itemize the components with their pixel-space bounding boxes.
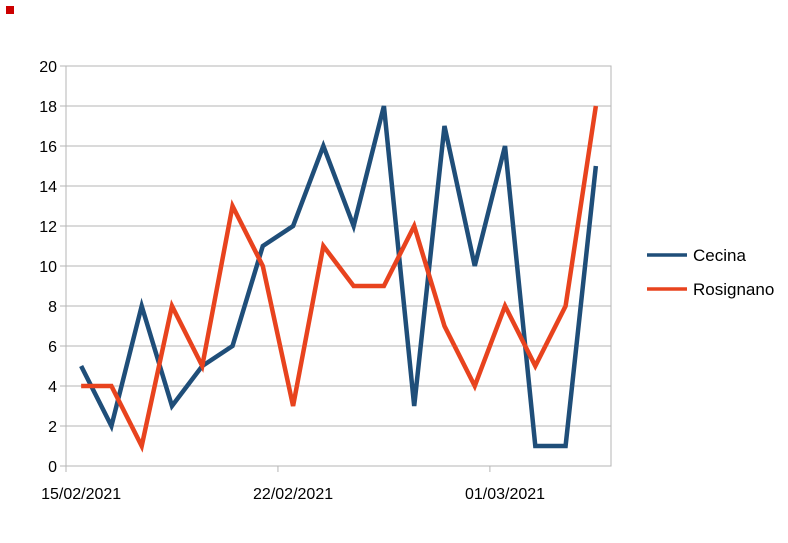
y-tick-label-6: 6 [48, 339, 57, 356]
y-tick-label-16: 16 [39, 139, 57, 156]
x-axis: 15/02/2021 22/02/2021 01/03/2021 [41, 466, 545, 503]
legend: Cecina Rosignano [647, 246, 774, 299]
legend-item-cecina: Cecina [647, 246, 746, 265]
x-tick-label-14: 01/03/2021 [465, 486, 545, 503]
red-corner-marker [6, 6, 14, 14]
series-lines [79, 105, 599, 453]
y-tick-label-12: 12 [39, 219, 57, 236]
legend-item-rosignano: Rosignano [647, 280, 774, 299]
legend-label-rosignano: Rosignano [693, 280, 774, 299]
legend-label-cecina: Cecina [693, 246, 746, 265]
series-line-rosignano [81, 105, 599, 453]
series-line-cecina [79, 105, 599, 449]
y-tick-label-10: 10 [39, 259, 57, 276]
x-tick-label-7: 22/02/2021 [253, 486, 333, 503]
x-tick-label-0: 15/02/2021 [41, 486, 121, 503]
y-tick-label-2: 2 [48, 419, 57, 436]
y-tick-label-4: 4 [48, 379, 57, 396]
y-tick-label-0: 0 [48, 459, 57, 476]
y-tick-label-14: 14 [39, 179, 57, 196]
y-tick-label-20: 20 [39, 59, 57, 76]
y-axis: 0 2 4 6 8 10 12 14 16 18 20 [39, 59, 66, 476]
y-tick-label-8: 8 [48, 299, 57, 316]
y-tick-label-18: 18 [39, 99, 57, 116]
